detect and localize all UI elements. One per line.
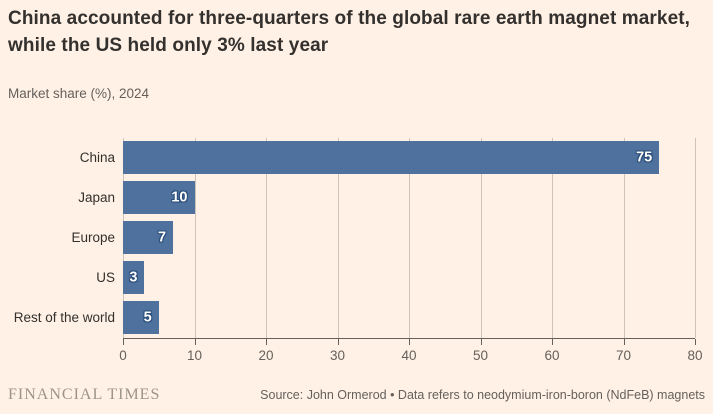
category-label-us: US xyxy=(96,270,115,286)
x-tick-60 xyxy=(552,338,553,345)
bar-value-china: 75 xyxy=(636,149,653,166)
x-tick-label-80: 80 xyxy=(687,347,703,363)
x-tick-50 xyxy=(480,338,482,345)
category-label-china: China xyxy=(79,150,115,166)
bar-us: 3 xyxy=(123,261,145,295)
bar-chart: China Japan Europe US Rest of the world 75 10… xyxy=(0,137,713,369)
gridline-20 xyxy=(266,137,267,338)
bar-row-europe: 7 xyxy=(123,221,695,255)
x-tick-label-70: 70 xyxy=(615,347,632,363)
bar-row-rest-of-the-world: 5 xyxy=(123,301,695,335)
chart-footer: FINANCIAL TIMES Source: John Ormerod • D… xyxy=(0,386,713,404)
x-tick-label-40: 40 xyxy=(401,347,417,363)
x-tick-label-0: 0 xyxy=(119,347,127,363)
bar-japan: 10 xyxy=(123,181,195,215)
chart-title: China accounted for three-quarters of th… xyxy=(8,8,691,56)
gridline-80 xyxy=(695,137,696,338)
gridline-10 xyxy=(194,137,196,338)
bar-value-rest-of-the-world: 5 xyxy=(143,309,152,326)
x-axis: 0 10 20 30 40 50 60 70 80 xyxy=(119,337,703,369)
bar-row-us: 3 xyxy=(123,261,695,295)
plot-area: 75 10 7 3 5 xyxy=(123,137,696,338)
x-tick-40 xyxy=(409,338,410,345)
chart-subtitle: Market share (%), 2024 xyxy=(8,85,150,101)
x-tick-label-20: 20 xyxy=(258,347,274,363)
source-note: Source: John Ormerod • Data refers to ne… xyxy=(260,388,705,402)
plot-column: 75 10 7 3 5 0 10 20 30 40 50 60 70 80 xyxy=(119,137,703,369)
x-tick-70 xyxy=(623,338,625,345)
x-tick-label-60: 60 xyxy=(544,347,560,363)
category-label-rest-of-the-world: Rest of the world xyxy=(13,310,115,326)
bar-europe: 7 xyxy=(123,221,174,255)
bar-rest-of-the-world: 5 xyxy=(123,301,159,335)
bar-value-us: 3 xyxy=(129,269,138,286)
gridline-30 xyxy=(337,137,339,338)
category-label-europe: Europe xyxy=(71,230,115,246)
bar-value-europe: 7 xyxy=(157,229,167,246)
x-tick-30 xyxy=(337,338,339,345)
gridline-70 xyxy=(623,137,625,338)
financial-times-logo: FINANCIAL TIMES xyxy=(8,386,161,403)
category-label-japan: Japan xyxy=(78,190,115,206)
x-tick-label-30: 30 xyxy=(329,347,346,363)
gridline-50 xyxy=(480,137,482,338)
x-tick-label-10: 10 xyxy=(186,347,203,363)
x-tick-20 xyxy=(266,338,267,345)
bar-value-japan: 10 xyxy=(171,189,188,206)
bar-row-china: 75 xyxy=(123,141,695,175)
bar-china: 75 xyxy=(123,141,660,175)
chart-header: China accounted for three-quarters of th… xyxy=(0,0,713,101)
x-tick-label-50: 50 xyxy=(472,347,489,363)
x-tick-80 xyxy=(695,338,696,345)
gridline-60 xyxy=(552,137,553,338)
gridline-40 xyxy=(409,137,410,338)
x-tick-10 xyxy=(194,338,196,345)
bar-row-japan: 10 xyxy=(123,181,695,215)
x-tick-0 xyxy=(123,338,124,345)
category-labels: China Japan Europe US Rest of the world xyxy=(0,138,123,369)
